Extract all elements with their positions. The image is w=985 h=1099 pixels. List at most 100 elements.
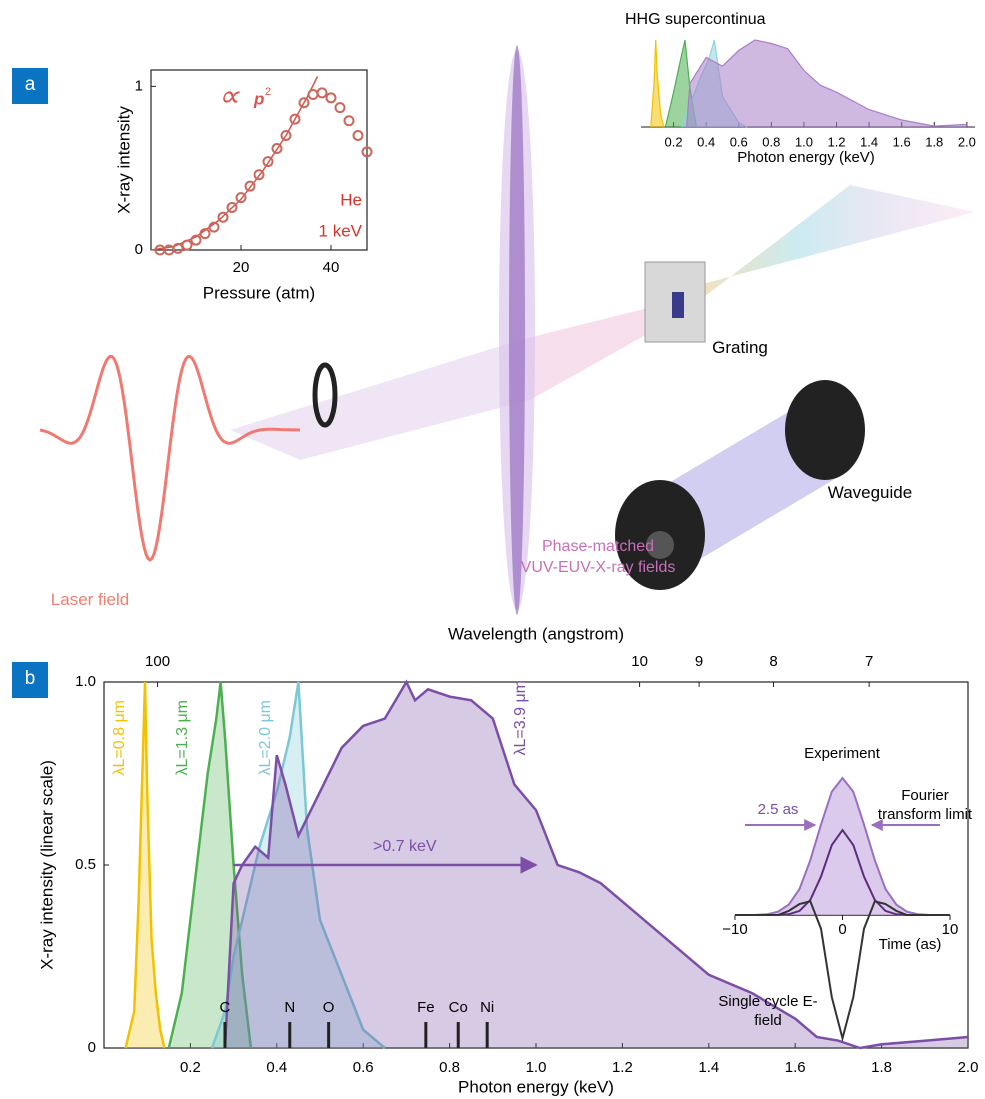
legend-superscript: 2	[265, 86, 271, 98]
data-point	[181, 239, 193, 251]
series-line	[210, 681, 386, 1049]
series-area	[686, 40, 967, 127]
y-tick-label: 0.5	[75, 856, 96, 873]
waveguide-cap	[785, 380, 865, 480]
annotation: He	[340, 190, 362, 209]
element-edge	[288, 1022, 292, 1048]
spectrum-cone	[680, 185, 975, 300]
x-tick-label: 1.2	[612, 1059, 633, 1076]
x-tick-label: 1.6	[785, 1059, 806, 1076]
y-tick-label: 1.0	[75, 673, 96, 690]
x-tick-label: 1.4	[698, 1059, 719, 1076]
x-axis-title: Photon energy (keV)	[458, 1077, 614, 1096]
series-line	[223, 679, 969, 1050]
pulse-area	[735, 778, 950, 915]
y-axis-title: X-ray intensity	[114, 106, 133, 214]
x-tick-label: −10	[722, 921, 747, 938]
element-label: Co	[449, 999, 468, 1016]
x-tick-label: 1.4	[860, 134, 878, 149]
fit-line	[150, 76, 319, 251]
plot-frame	[150, 69, 368, 251]
data-point	[208, 221, 220, 233]
chart-title: HHG supercontinua	[625, 11, 766, 28]
data-point	[298, 97, 310, 109]
x-tick-label: 0.2	[180, 1059, 201, 1076]
data-point	[199, 228, 211, 240]
x-tick-label: 1.8	[871, 1059, 892, 1076]
width-label: 2.5 as	[758, 801, 799, 818]
element-label: C	[220, 999, 231, 1016]
pulse-line	[735, 776, 950, 916]
data-point	[262, 156, 274, 168]
series-line	[124, 681, 166, 1049]
series-line	[686, 39, 967, 128]
grating-spot	[672, 292, 684, 318]
x-tick-label: 20	[233, 259, 250, 276]
y-tick-label: 1	[135, 77, 143, 94]
data-point	[190, 234, 202, 246]
x-tick-label: 0.6	[353, 1059, 374, 1076]
series-label: Fourier transform limit	[877, 787, 973, 823]
x2-tick-label: 100	[145, 653, 170, 670]
series-area	[224, 682, 968, 1048]
element-edge	[223, 1022, 227, 1048]
series-label: λL=2.0 μm	[257, 700, 274, 775]
laser-wave	[39, 354, 300, 562]
element-edge	[327, 1022, 331, 1048]
data-point	[226, 201, 238, 213]
series-area	[125, 682, 165, 1048]
x-tick-label: 1.0	[795, 134, 813, 149]
data-point	[352, 129, 364, 141]
x-tick-label: 0.4	[697, 134, 715, 149]
x-tick-label: 2.0	[958, 134, 976, 149]
x-tick-label: 10	[942, 921, 959, 938]
series-label: λL=0.8 μm	[111, 700, 128, 775]
data-point	[307, 89, 319, 101]
fields-label: Phase-matched	[541, 538, 655, 555]
data-point	[325, 92, 337, 104]
series-label: Single cycle E-field	[718, 993, 818, 1029]
x-tick-label: 40	[323, 259, 340, 276]
data-point	[244, 180, 256, 192]
series-label: λL=3.9 μm	[512, 680, 529, 755]
x2-tick-label: 10	[631, 653, 648, 670]
data-point	[235, 192, 247, 204]
element-edge	[485, 1022, 489, 1048]
x-axis-title: Time (as)	[879, 936, 942, 953]
x-tick-label: 1.6	[893, 134, 911, 149]
x-tick-label: 1.8	[925, 134, 943, 149]
x-tick-label: 0.2	[665, 134, 683, 149]
series-line	[167, 681, 253, 1049]
data-point	[253, 169, 265, 181]
x2-tick-label: 9	[695, 653, 703, 670]
laser-label: Laser field	[50, 590, 130, 609]
legend-symbol: ∝	[218, 80, 240, 113]
x-tick-label: 2.0	[958, 1059, 979, 1076]
data-point	[316, 87, 328, 99]
data-point	[280, 129, 292, 141]
annotation: 1 keV	[319, 221, 363, 240]
series-label: λL=1.3 μm	[174, 700, 191, 775]
data-point	[271, 143, 283, 155]
element-edge	[456, 1022, 460, 1048]
series-label: Experiment	[804, 745, 880, 762]
x-tick-label: 1.0	[526, 1059, 547, 1076]
waveguide-window	[646, 531, 674, 559]
data-point	[289, 113, 301, 125]
element-label: Fe	[417, 999, 435, 1016]
element-label: O	[323, 999, 335, 1016]
x-tick-label: 0	[838, 921, 846, 938]
waveguide-label: Waveguide	[827, 483, 913, 502]
element-label: N	[284, 999, 295, 1016]
x-tick-label: 0.8	[762, 134, 780, 149]
element-label: Ni	[480, 999, 494, 1016]
beam	[230, 340, 530, 460]
x2-axis-title: Wavelength (angstrom)	[448, 624, 624, 643]
legend-text: p	[253, 89, 264, 108]
data-point	[172, 242, 184, 254]
series-line	[650, 39, 665, 128]
x2-tick-label: 8	[769, 653, 777, 670]
y-tick-label: 0	[88, 1039, 96, 1056]
x-tick-label: 0.4	[266, 1059, 287, 1076]
